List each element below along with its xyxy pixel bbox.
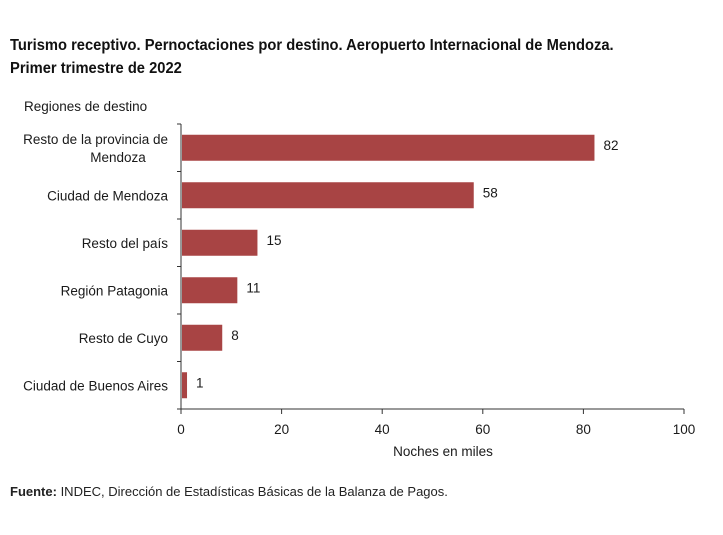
category-label-line: Región Patagonia xyxy=(61,283,169,298)
x-tick-label: 80 xyxy=(576,422,591,437)
category-label-line: Resto de la provincia de xyxy=(23,132,168,147)
category-label: Resto de la provincia de Mendoza xyxy=(23,132,168,165)
bar xyxy=(182,182,474,209)
bar xyxy=(182,324,223,351)
category-label: Región Patagonia xyxy=(61,283,169,298)
source-label: Fuente: xyxy=(10,484,57,499)
data-label: 8 xyxy=(231,328,239,343)
category-label-line: Ciudad de Buenos Aires xyxy=(23,378,168,393)
category-label-line: Resto de Cuyo xyxy=(79,331,168,346)
category-label-line: Ciudad de Mendoza xyxy=(47,188,168,203)
chart-title-line-2: Primer trimestre de 2022 xyxy=(10,60,182,77)
bar xyxy=(182,134,595,161)
bar xyxy=(182,372,188,399)
data-label: 1 xyxy=(196,375,204,390)
chart-title-line-1: Turismo receptivo. Pernoctaciones por de… xyxy=(10,37,614,54)
y-axis-title: Regiones de destino xyxy=(24,99,147,114)
category-label: Ciudad de Buenos Aires xyxy=(23,378,168,393)
x-tick-label: 60 xyxy=(475,422,490,437)
bar xyxy=(182,229,258,256)
bar xyxy=(182,277,238,304)
source-text: INDEC, Dirección de Estadísticas Básicas… xyxy=(56,484,448,499)
chart-title: Turismo receptivo. Pernoctaciones por de… xyxy=(10,34,614,80)
category-label: Ciudad de Mendoza xyxy=(47,188,168,203)
x-axis-title: Noches en miles xyxy=(393,444,493,459)
x-tick-label: 0 xyxy=(177,422,185,437)
data-label: 58 xyxy=(483,185,498,200)
x-tick-label: 100 xyxy=(673,422,696,437)
category-label: Resto de Cuyo xyxy=(79,331,168,346)
category-label: Resto del país xyxy=(82,236,169,251)
data-label: 82 xyxy=(603,138,618,153)
data-label: 15 xyxy=(266,233,281,248)
source-note: Fuente: INDEC, Dirección de Estadísticas… xyxy=(10,484,448,499)
category-label-line: Resto del país xyxy=(82,236,169,251)
x-tick-label: 20 xyxy=(274,422,289,437)
x-tick-label: 40 xyxy=(375,422,390,437)
category-label-line: Mendoza xyxy=(90,150,146,165)
data-label: 11 xyxy=(246,280,260,295)
